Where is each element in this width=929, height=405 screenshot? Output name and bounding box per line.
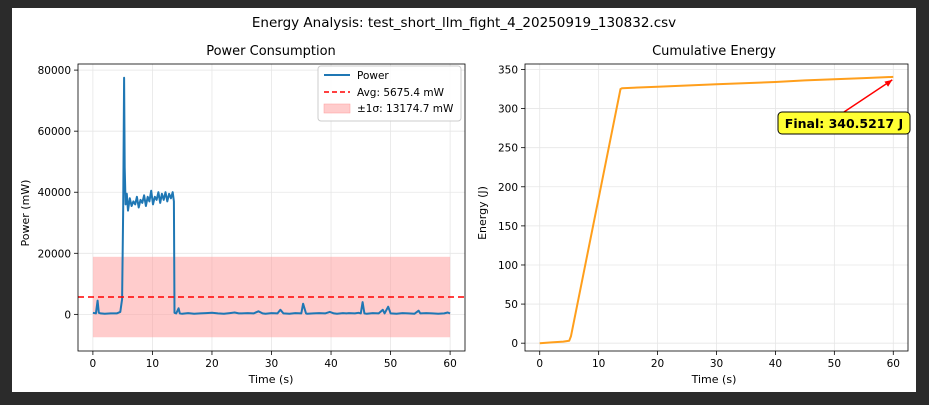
- x-tick-label: 60: [443, 358, 456, 370]
- y-tick-label: 250: [498, 143, 518, 155]
- y-tick-label: 100: [498, 260, 518, 272]
- power-consumption-plot: 0 10 20 30 40 50 60 0 20000 40000 60000 80000 Power…: [19, 44, 466, 386]
- y-tick-label: 50: [505, 299, 518, 311]
- x-tick-label: 40: [324, 358, 337, 370]
- energy-series-line: [539, 75, 894, 345]
- y-tick-label: 150: [498, 221, 518, 233]
- power-x-axis-label: Time (s): [248, 373, 294, 386]
- axes-frame: [524, 63, 909, 352]
- energy-plot-title: Cumulative Energy: [652, 44, 776, 59]
- final-annotation: Final: 340.5217 J: [777, 111, 911, 135]
- energy-y-axis-label: Energy (J): [476, 186, 489, 240]
- y-tick-label: 300: [498, 104, 518, 116]
- power-series-line: [92, 76, 451, 315]
- y-tick-label: 80000: [38, 65, 71, 77]
- annotation-text: Final: 340.5217 J: [785, 116, 903, 131]
- legend-avg-label: Avg: 5675.4 mW: [357, 87, 445, 99]
- axes-frame: [77, 63, 466, 352]
- x-tick-label: 50: [828, 358, 841, 370]
- x-tick-label: 60: [887, 358, 900, 370]
- legend-power-label: Power: [357, 70, 389, 82]
- x-tick-label: 10: [592, 358, 605, 370]
- x-tick-label: 0: [536, 358, 543, 370]
- x-tick-label: 20: [205, 358, 218, 370]
- annotation-arrow: [843, 79, 893, 113]
- x-tick-label: 30: [265, 358, 278, 370]
- power-legend: Power Avg: 5675.4 mW ±1σ: 13174.7 mW: [317, 65, 462, 122]
- annotation-box: [777, 111, 911, 135]
- y-tick-label: 0: [511, 338, 518, 350]
- legend-sigma-swatch: [323, 103, 351, 114]
- plot-layer: 0 10 20 30 40 50 60 0 20000 40000 60000 80000: [38, 63, 466, 370]
- figure: Energy Analysis: test_short_llm_fight_4_…: [12, 8, 916, 392]
- y-tick-label: 60000: [38, 126, 71, 138]
- legend-sigma-label: ±1σ: 13174.7 mW: [357, 103, 454, 115]
- y-tick-label: 350: [498, 64, 518, 76]
- x-tick-label: 40: [769, 358, 782, 370]
- plot-layer: 0 10 20 30 40 50 60 0 50 100 150 200 250 300 350: [498, 63, 909, 370]
- x-tick-label: 0: [90, 358, 97, 370]
- y-tick-label: 0: [64, 309, 71, 321]
- y-tick-label: 40000: [38, 187, 71, 199]
- x-tick-label: 20: [651, 358, 664, 370]
- energy-x-axis-label: Time (s): [691, 373, 737, 386]
- x-tick-label: 10: [146, 358, 159, 370]
- y-tick-label: 20000: [38, 248, 71, 260]
- y-tick-label: 200: [498, 182, 518, 194]
- figure-canvas: Energy Analysis: test_short_llm_fight_4_…: [19, 15, 911, 386]
- annotation-arrowhead: [884, 79, 893, 87]
- power-y-axis-label: Power (mW): [19, 180, 32, 247]
- x-tick-label: 50: [384, 358, 397, 370]
- x-tick-label: 30: [710, 358, 723, 370]
- cumulative-energy-plot: 0 10 20 30 40 50 60 0 50 100 150 200 250 300 350 Cumul…: [476, 44, 911, 386]
- figure-suptitle: Energy Analysis: test_short_llm_fight_4_…: [252, 15, 676, 31]
- power-plot-title: Power Consumption: [206, 44, 336, 59]
- legend-frame: [317, 65, 462, 122]
